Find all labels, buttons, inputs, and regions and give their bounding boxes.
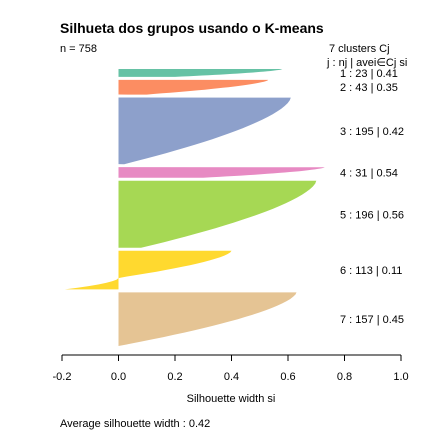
cluster-1-bar [118, 69, 283, 77]
x-axis: -0.2 0.0 0.2 0.4 0.6 0.8 1.0 [53, 354, 409, 383]
x-axis-label: Silhouette width si [187, 393, 276, 405]
cluster-5-label: 5 : 196 | 0.56 [340, 209, 404, 221]
cluster-1-label: 1 : 23 | 0.41 [340, 68, 398, 80]
x-tick-label: -0.2 [53, 371, 72, 383]
chart-title: Silhueta dos grupos usando o K-means [60, 20, 324, 36]
silhouette-bars [64, 69, 325, 346]
cluster-2-label: 2 : 43 | 0.35 [340, 82, 398, 94]
x-tick-label: 0.2 [167, 371, 182, 383]
x-tick-label: 0.4 [224, 371, 239, 383]
cluster-6-label: 6 : 113 | 0.11 [340, 265, 402, 277]
cluster-3-label: 3 : 195 | 0.42 [340, 126, 404, 138]
n-label: n = 758 [60, 43, 97, 55]
cluster-5-bar [118, 180, 317, 248]
x-tick-label: 1.0 [393, 371, 408, 383]
cluster-7-bar [118, 292, 297, 346]
cluster-labels: 1 : 23 | 0.41 2 : 43 | 0.35 3 : 195 | 0.42… [340, 68, 404, 326]
cluster-4-bar [118, 167, 325, 178]
clusters-header: 7 clusters Cj [329, 43, 390, 55]
cluster-7-label: 7 : 157 | 0.45 [340, 314, 404, 326]
x-tick-label: 0.0 [111, 371, 126, 383]
x-tick-label: 0.6 [280, 371, 295, 383]
cluster-4-label: 4 : 31 | 0.54 [340, 168, 398, 180]
cluster-2-bar [118, 79, 269, 95]
row-header: j : nj | avei∈Cj si [326, 57, 407, 69]
x-tick-label: 0.8 [337, 371, 352, 383]
cluster-6-bar [64, 250, 232, 290]
footer-average: Average silhouette width : 0.42 [60, 418, 210, 430]
cluster-3-bar [118, 97, 291, 165]
